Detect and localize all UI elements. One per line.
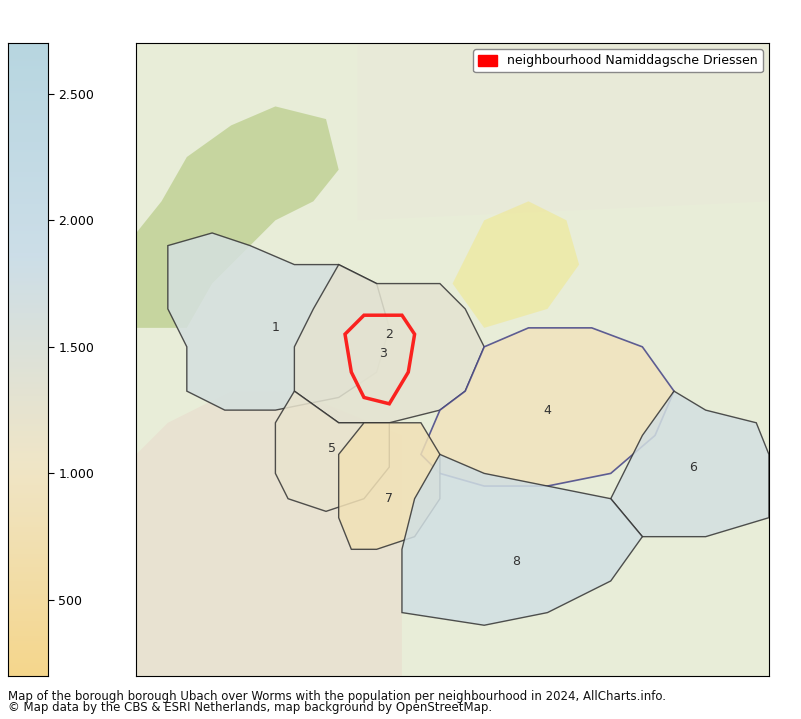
Polygon shape: [358, 43, 769, 220]
Text: Map of the borough borough Ubach over Worms with the population per neighbourhoo: Map of the borough borough Ubach over Wo…: [8, 690, 666, 703]
Text: © Map data by the CBS & ESRI Netherlands, map background by OpenStreetMap.: © Map data by the CBS & ESRI Netherlands…: [8, 701, 492, 714]
Text: 3: 3: [379, 347, 387, 360]
Legend: neighbourhood Namiddagsche Driessen: neighbourhood Namiddagsche Driessen: [473, 50, 763, 73]
Text: 7: 7: [385, 493, 393, 505]
Text: 2: 2: [385, 328, 393, 341]
Polygon shape: [402, 454, 642, 626]
Text: 8: 8: [512, 556, 520, 569]
Polygon shape: [421, 328, 674, 486]
Text: 5: 5: [328, 441, 336, 454]
Polygon shape: [453, 201, 579, 328]
Polygon shape: [610, 391, 769, 536]
Polygon shape: [168, 233, 389, 410]
Polygon shape: [136, 391, 402, 676]
Polygon shape: [339, 423, 440, 549]
Polygon shape: [136, 106, 339, 328]
Text: 6: 6: [689, 461, 697, 474]
Polygon shape: [276, 391, 389, 511]
Polygon shape: [295, 265, 484, 423]
Text: 4: 4: [544, 403, 551, 416]
Text: 1: 1: [272, 321, 280, 334]
Polygon shape: [345, 315, 415, 404]
